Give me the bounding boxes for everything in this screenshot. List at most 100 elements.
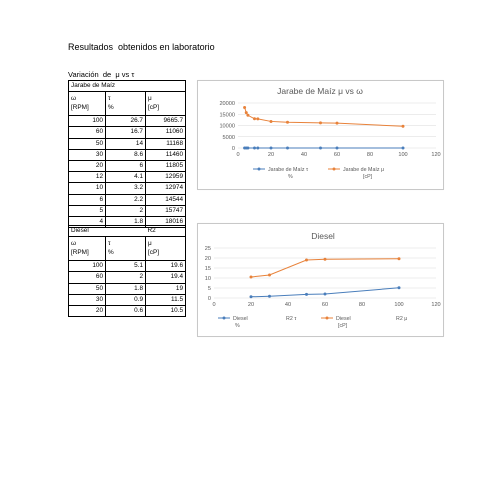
x-tick-label: 40 [285, 302, 291, 308]
diesel-table-title-r2: R2 [145, 224, 187, 238]
legend-label-extra: R2 τ [286, 316, 297, 322]
jarabe-table-cell: 6 [105, 160, 146, 173]
jarabe-table-cell: 6 [68, 193, 106, 206]
diesel-col-tau-symbol: τ [108, 240, 111, 248]
data-point [286, 120, 289, 124]
jarabe-table-cell: 50 [68, 137, 106, 150]
legend-marker [222, 316, 226, 320]
diesel-chart: Diesel 0 5 10 15 20 25 0 20 40 60 80 100 120 Diesel% R2… [197, 223, 444, 337]
y-tick-label: 20 [205, 256, 211, 262]
jarabe-table-cell: 14544 [144, 193, 187, 206]
jarabe-col-omega-symbol: ω [71, 95, 76, 103]
diesel-col-mu: μ [cP] [145, 236, 187, 262]
y-tick-label: 5000 [223, 135, 235, 141]
diesel-table-cell: 10.5 [145, 305, 187, 318]
jarabe-table-cell: 12959 [144, 171, 187, 184]
jarabe-table-row: 10 3.2 12974 [68, 182, 187, 195]
x-tick-label: 120 [431, 302, 440, 308]
data-point [397, 257, 401, 261]
data-point [397, 286, 401, 290]
x-tick-label: 120 [431, 152, 440, 158]
data-point [323, 257, 327, 261]
data-point [286, 146, 289, 150]
jarabe-table-row: 12 4.1 12959 [68, 171, 187, 184]
jarabe-table-cell: 2.2 [105, 193, 146, 206]
jarabe-col-mu-unit: [cP] [148, 104, 160, 112]
diesel-table-cell: 30 [68, 293, 106, 307]
jarabe-table-title: Jarabe de Maíz [67, 79, 187, 93]
data-point [319, 146, 322, 150]
legend-marker [332, 167, 336, 171]
data-point [253, 146, 256, 150]
jarabe-table-cell: 100 [68, 115, 106, 128]
jarabe-table-cell: 3.2 [105, 182, 146, 195]
data-point [305, 292, 308, 296]
data-point [305, 258, 308, 262]
y-tick-label: 15 [205, 266, 211, 272]
diesel-table-cell: 5.1 [104, 260, 147, 273]
diesel-chart-svg: Diesel 0 5 10 15 20 25 0 20 40 60 80 100 120 Diesel% R2… [205, 231, 441, 329]
y-tick-label: 15000 [219, 112, 235, 118]
diesel-col-mu-unit: [cP] [148, 249, 160, 257]
diesel-table-row: 100 5.1 19.6 [68, 260, 187, 273]
diesel-col-omega-unit: [RPM] [71, 249, 89, 257]
legend-label-unit: % [288, 174, 293, 180]
data-point [249, 295, 253, 299]
jarabe-col-mu: μ [cP] [144, 91, 187, 117]
data-point [268, 294, 271, 298]
diesel-table: Diesel R2 ω [RPM] τ % μ [cP] 100 5.1 19.6 6… [67, 224, 187, 318]
jarabe-table-row: 60 16.7 11060 [68, 126, 187, 139]
jarabe-table-cell: 60 [68, 126, 106, 139]
x-tick-label: 60 [334, 152, 340, 158]
diesel-table-cell: 50 [68, 282, 106, 295]
diesel-table-cell: 20 [68, 305, 106, 318]
data-point [323, 292, 327, 296]
jarabe-table-cell: 9665.7 [144, 115, 187, 128]
x-tick-label: 20 [248, 302, 254, 308]
data-point [246, 113, 250, 117]
jarabe-col-tau-symbol: τ [108, 95, 111, 103]
jarabe-table-cell: 11460 [144, 148, 187, 162]
jarabe-table-cell: 5 [68, 204, 106, 218]
diesel-table-row: 60 2 19.4 [68, 271, 187, 284]
chart-title: Diesel [311, 231, 335, 241]
jarabe-table-cell: 2 [105, 204, 146, 218]
x-tick-label: 80 [359, 302, 365, 308]
jarabe-table-cell: 4.1 [105, 171, 146, 184]
jarabe-table-cell: 15747 [144, 204, 187, 218]
diesel-table-cell: 1.8 [104, 282, 147, 295]
x-tick-label: 0 [236, 152, 239, 158]
jarabe-table-row: 100 26.7 9665.7 [68, 115, 187, 128]
jarabe-chart-svg: Jarabe de Maíz μ vs ω 0 5000 10000 15000 2000… [219, 86, 440, 180]
x-tick-label: 0 [212, 302, 215, 308]
legend-label: Diesel [336, 316, 351, 322]
y-tick-label: 25 [205, 246, 211, 252]
x-tick-label: 40 [301, 152, 307, 158]
diesel-table-cell: 19 [145, 282, 187, 295]
jarabe-table-cell: 16.7 [105, 126, 146, 139]
diesel-table-cell: 19.6 [145, 260, 187, 273]
x-tick-label: 100 [394, 302, 403, 308]
data-point [269, 146, 273, 150]
jarabe-table-row: 30 8.6 11460 [68, 148, 187, 162]
jarabe-table-cell: 26.7 [105, 115, 146, 128]
diesel-col-tau-unit: % [108, 249, 114, 257]
diesel-table-row: 20 0.6 10.5 [68, 305, 187, 318]
diesel-table-row: 50 1.8 19 [68, 282, 187, 295]
jarabe-table-row: 20 6 11805 [68, 160, 187, 173]
jarabe-col-omega-unit: [RPM] [71, 104, 89, 112]
data-point [249, 275, 253, 279]
jarabe-title-row: Jarabe de Maíz [67, 79, 187, 93]
jarabe-col-omega: ω [RPM] [68, 91, 106, 117]
jarabe-table-cell: 20 [68, 160, 106, 173]
y-tick-label: 10 [205, 276, 211, 282]
jarabe-table: Jarabe de Maíz ω [RPM] τ % μ [cP] 100 26.… [67, 79, 187, 229]
x-tick-label: 20 [268, 152, 274, 158]
diesel-col-omega: ω [RPM] [68, 236, 106, 262]
data-point [256, 117, 260, 121]
jarabe-chart: Jarabe de Maíz μ vs ω 0 5000 10000 15000 2000… [197, 80, 444, 190]
data-point [256, 146, 260, 150]
jarabe-col-tau-unit: % [108, 104, 114, 112]
legend-label: Jarabe de Maíz μ [343, 167, 384, 173]
diesel-table-cell: 60 [68, 271, 106, 284]
